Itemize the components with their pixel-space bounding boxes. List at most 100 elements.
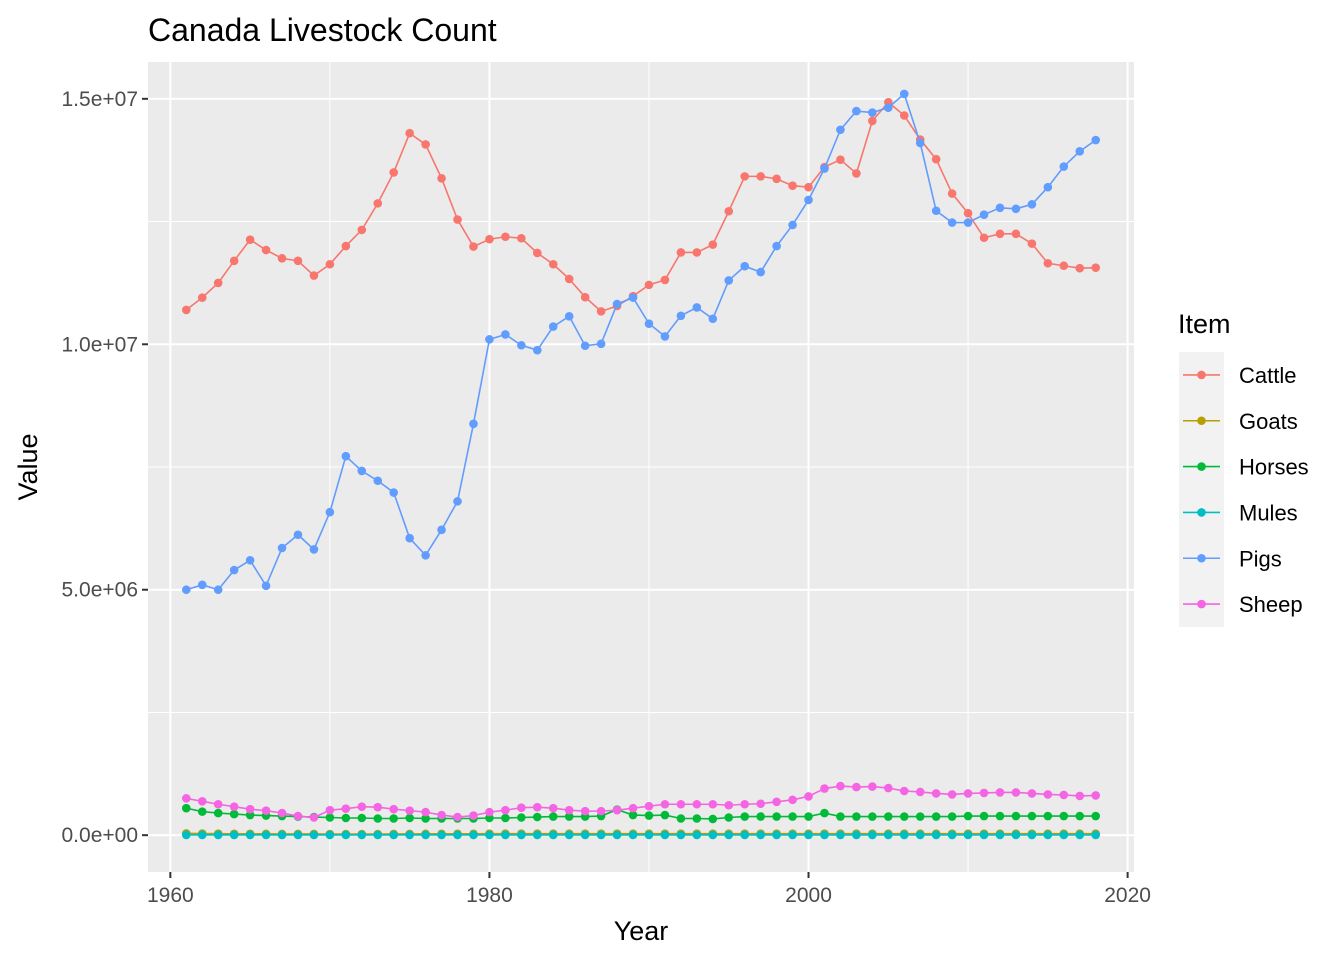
legend-key-point — [1197, 462, 1206, 471]
data-point-cattle — [1075, 263, 1085, 273]
data-point-sheep — [325, 805, 335, 815]
data-point-cattle — [1011, 229, 1021, 239]
series-line-pigs — [186, 92, 1097, 591]
y-axis-title: Value — [13, 433, 43, 500]
data-point-sheep — [995, 788, 1005, 797]
data-point-cattle — [644, 280, 654, 290]
data-point-horses — [852, 812, 861, 821]
data-point-sheep — [1091, 791, 1101, 800]
data-point-sheep — [979, 788, 989, 798]
data-point-pigs — [532, 345, 542, 355]
data-point-cattle — [963, 208, 973, 218]
data-point-mules — [325, 830, 335, 840]
data-point-pigs — [501, 330, 510, 339]
data-point-pigs — [437, 525, 446, 535]
data-point-horses — [181, 803, 191, 813]
data-point-pigs — [309, 545, 319, 554]
data-point-mules — [596, 830, 606, 840]
data-point-horses — [884, 812, 893, 821]
data-point-mules — [1027, 830, 1037, 840]
data-point-pigs — [485, 335, 494, 344]
data-point-mules — [261, 830, 271, 840]
data-point-cattle — [724, 206, 734, 216]
data-point-mules — [868, 830, 877, 840]
data-point-horses — [1091, 811, 1101, 821]
data-point-horses — [644, 811, 654, 820]
data-point-pigs — [277, 543, 287, 553]
data-point-cattle — [931, 154, 941, 164]
data-point-pigs — [1043, 182, 1053, 192]
series-layer — [181, 89, 1101, 840]
data-point-horses — [963, 811, 973, 821]
data-point-pigs — [341, 451, 351, 461]
data-point-horses — [389, 814, 399, 823]
data-point-sheep — [453, 812, 462, 822]
data-point-horses — [628, 810, 638, 820]
data-point-mules — [708, 830, 718, 840]
data-point-pigs — [181, 585, 191, 595]
data-point-cattle — [421, 140, 430, 149]
series-pigs — [181, 89, 1101, 595]
data-point-cattle — [772, 174, 781, 184]
data-point-mules — [580, 830, 590, 840]
data-point-cattle — [453, 215, 462, 224]
data-point-mules — [979, 830, 989, 840]
data-point-mules — [373, 830, 383, 840]
data-point-horses — [421, 814, 430, 823]
data-point-cattle — [788, 181, 797, 191]
data-point-mules — [501, 830, 510, 840]
data-point-pigs — [293, 530, 303, 540]
legend-item-sheep: Sheep — [1183, 592, 1303, 617]
data-point-pigs — [947, 218, 957, 227]
data-point-mules — [421, 830, 430, 840]
data-point-sheep — [915, 787, 925, 797]
data-point-pigs — [596, 339, 606, 349]
data-point-horses — [341, 813, 351, 823]
data-point-horses — [708, 814, 718, 824]
y-tick-label: 1.0e+07 — [62, 333, 139, 356]
data-point-mules — [692, 830, 702, 840]
data-point-sheep — [1059, 790, 1069, 800]
data-point-horses — [373, 814, 383, 823]
data-point-horses — [245, 810, 255, 820]
data-point-pigs — [820, 164, 829, 173]
data-point-mules — [947, 830, 957, 840]
data-point-sheep — [437, 810, 446, 820]
legend-key-point — [1197, 416, 1206, 426]
data-point-cattle — [548, 259, 558, 269]
data-point-sheep — [501, 805, 510, 815]
x-tick-label: 1980 — [466, 884, 513, 907]
data-point-pigs — [899, 89, 909, 99]
data-point-horses — [548, 812, 558, 821]
data-point-horses — [564, 812, 574, 821]
data-point-cattle — [708, 240, 718, 249]
data-point-cattle — [373, 199, 383, 208]
data-point-pigs — [756, 267, 765, 277]
data-point-mules — [1043, 830, 1053, 840]
legend-title: Item — [1178, 309, 1231, 339]
data-point-sheep — [341, 804, 351, 813]
data-point-sheep — [405, 806, 414, 815]
data-point-pigs — [740, 261, 750, 271]
data-point-cattle — [596, 307, 606, 316]
data-point-cattle — [277, 254, 287, 263]
data-point-mules — [564, 830, 574, 840]
data-point-horses — [915, 812, 925, 821]
data-point-sheep — [548, 803, 558, 813]
data-point-horses — [325, 813, 335, 822]
data-point-horses — [660, 810, 670, 820]
data-point-cattle — [756, 172, 765, 181]
data-point-pigs — [644, 319, 654, 328]
data-point-horses — [1027, 811, 1037, 821]
data-point-horses — [357, 813, 367, 823]
data-point-sheep — [564, 805, 574, 815]
data-point-cattle — [995, 229, 1005, 239]
data-point-sheep — [676, 799, 686, 809]
data-point-cattle — [660, 275, 670, 285]
data-point-horses — [197, 807, 207, 816]
data-point-pigs — [915, 138, 925, 148]
data-point-mules — [740, 830, 750, 840]
series-line-cattle — [185, 101, 1096, 313]
data-point-horses — [213, 808, 223, 818]
